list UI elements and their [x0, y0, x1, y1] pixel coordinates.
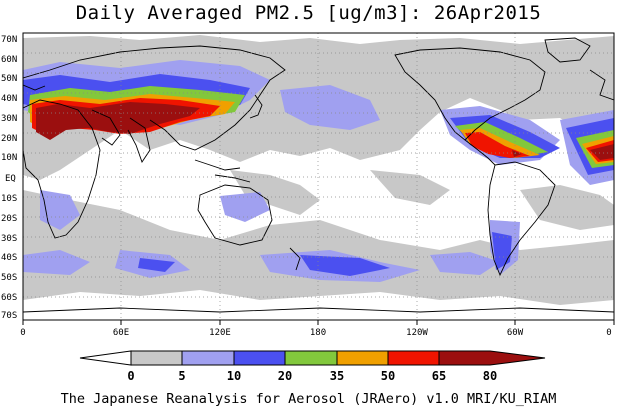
- lat-label-10n: 10N: [1, 153, 18, 163]
- lat-label-20s: 20S: [1, 214, 18, 224]
- lat-label-70s: 70S: [1, 311, 18, 321]
- lon-label-0-west: 0: [20, 328, 26, 338]
- axis-ticks: [22, 320, 615, 325]
- lon-label-120w: 120W: [406, 328, 428, 338]
- colorbar-tick-0: 0: [127, 369, 135, 383]
- colorbar-segment-7: [438, 350, 546, 366]
- colorbar-segment-6: [387, 350, 440, 366]
- colorbar-segment-3: [233, 350, 286, 366]
- map-title: Daily Averaged PM2.5 [ug/m3]: 26Apr2015: [75, 2, 542, 24]
- colorbar-segment-0: [79, 350, 132, 366]
- pm25-field: [23, 35, 614, 305]
- lat-label-60n: 60N: [1, 55, 18, 65]
- lat-label-40n: 40N: [1, 94, 18, 104]
- colorbar-tick-20: 20: [277, 369, 293, 383]
- colorbar-tick-10: 10: [226, 369, 242, 383]
- lat-label-10s: 10S: [1, 194, 18, 204]
- lat-label-20n: 20N: [1, 134, 18, 144]
- footer-credit: The Japanese Reanalysis for Aerosol (JRA…: [60, 391, 557, 407]
- lat-label-60s: 60S: [1, 293, 18, 303]
- lat-label-eq: EQ: [5, 174, 16, 184]
- lat-label-50s: 50S: [1, 273, 18, 283]
- colorbar-segment-4: [284, 350, 338, 366]
- lon-label-120e: 120E: [209, 328, 231, 338]
- grid-lines: [23, 33, 614, 320]
- lat-label-40s: 40S: [1, 253, 18, 263]
- colorbar-tick-50: 50: [380, 369, 396, 383]
- colorbar-tick-80: 80: [482, 369, 498, 383]
- colorbar-tick-35: 35: [329, 369, 345, 383]
- lon-label-0-east: 0: [606, 328, 612, 338]
- colorbar-segment-1: [130, 350, 183, 366]
- colorbar-tick-5: 5: [178, 369, 186, 383]
- lon-label-180: 180: [309, 328, 327, 338]
- lon-label-60w: 60W: [506, 328, 524, 338]
- lat-label-50n: 50N: [1, 74, 18, 84]
- lon-label-60e: 60E: [112, 328, 130, 338]
- colorbar-segment-2: [181, 350, 235, 366]
- lat-label-70n: 70N: [1, 35, 18, 45]
- colorbar-tick-65: 65: [431, 369, 447, 383]
- colorbar-segment-5: [336, 350, 389, 366]
- lat-label-30s: 30S: [1, 234, 18, 244]
- lat-label-30n: 30N: [1, 114, 18, 124]
